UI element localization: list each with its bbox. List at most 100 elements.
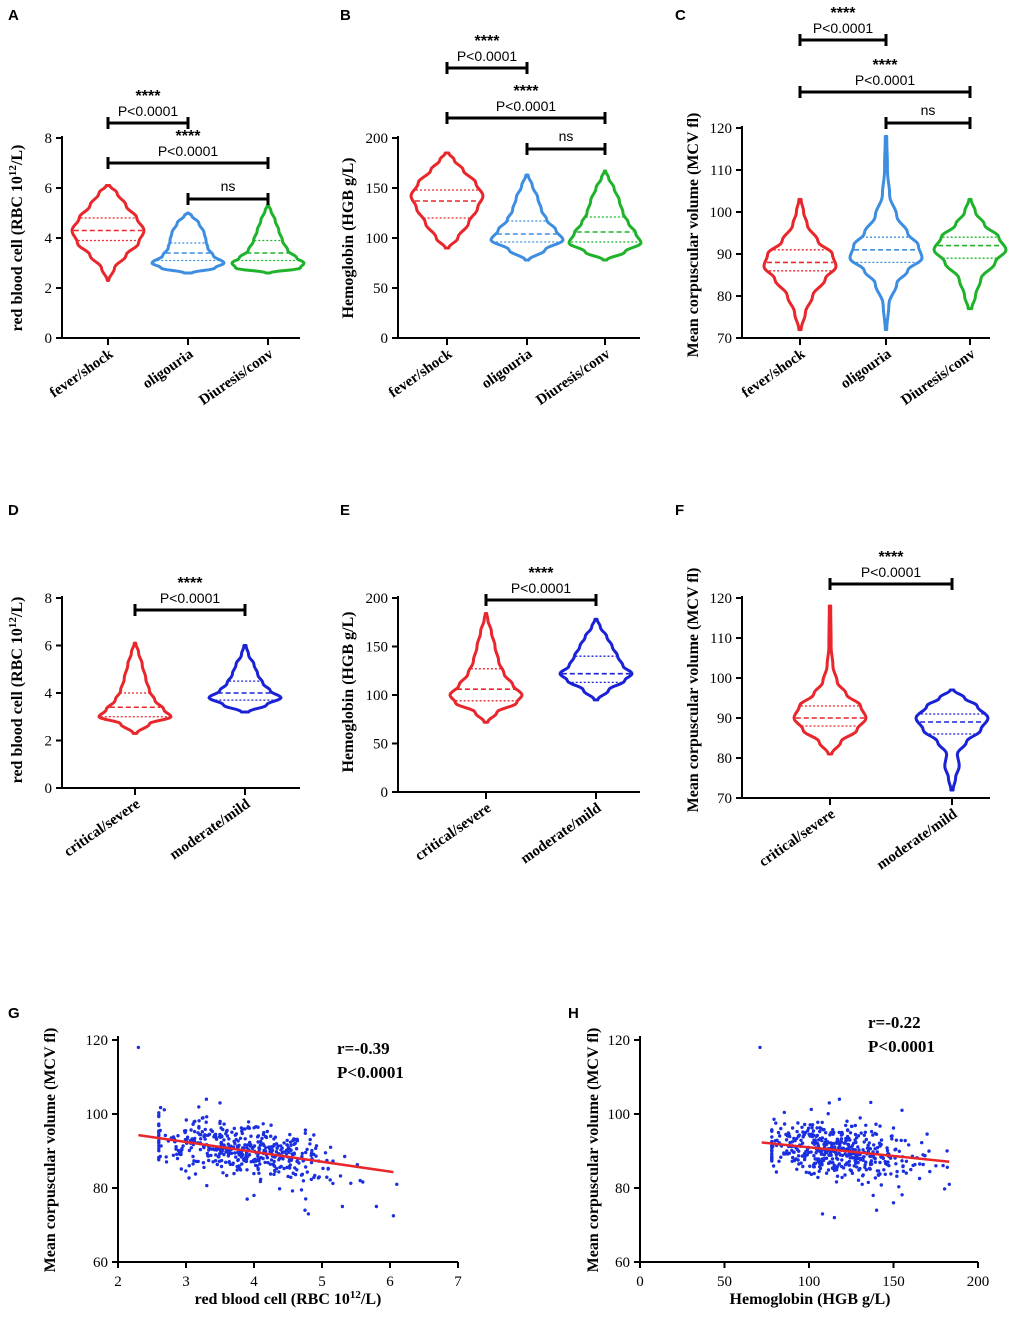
- scatter-point: [773, 1139, 777, 1143]
- scatter-point: [184, 1169, 188, 1173]
- scatter-point: [323, 1151, 328, 1155]
- scatter-point: [277, 1187, 282, 1191]
- scatter-point: [824, 1131, 828, 1135]
- y-tick-label: 120: [710, 591, 733, 607]
- scatter-point: [885, 1148, 890, 1153]
- violin: [762, 197, 838, 332]
- scatter-point: [832, 1165, 836, 1170]
- scatter-point: [171, 1153, 176, 1158]
- scatter-point: [194, 1159, 198, 1164]
- scatter-point: [214, 1153, 218, 1157]
- scatter-point: [869, 1100, 873, 1105]
- scatter-point: [164, 1155, 168, 1159]
- y-axis-label: Hemoglobin (HGB g/L): [340, 612, 357, 773]
- scatter-point: [202, 1165, 206, 1170]
- scatter-point: [187, 1148, 192, 1153]
- scatter-point: [262, 1130, 266, 1135]
- panel-h: H 60 80 100 120 0 50 100 150 200 Mean corpuscular …: [568, 1005, 989, 1308]
- scatter-point: [777, 1159, 781, 1164]
- panel-d: D 0 2 4 6 8 red blood cell (RBC 1012/L) critica…: [7, 502, 300, 863]
- scatter-point: [289, 1148, 293, 1153]
- scatter-point: [874, 1132, 879, 1137]
- scatter-point: [846, 1128, 850, 1133]
- scatter-point: [300, 1151, 304, 1156]
- scatter-point: [275, 1146, 279, 1150]
- scatter-point: [391, 1214, 396, 1218]
- scatter-point: [845, 1134, 850, 1139]
- scatter-point: [288, 1166, 292, 1170]
- scatter-point: [843, 1141, 847, 1145]
- scatter-point: [242, 1158, 246, 1163]
- sig-ns: ns: [221, 178, 236, 194]
- y-tick-label: 120: [608, 1033, 631, 1049]
- scatter-point: [895, 1169, 899, 1174]
- scatter-point: [285, 1143, 289, 1147]
- sig-stars: ****: [873, 57, 899, 74]
- scatter-point: [295, 1168, 299, 1172]
- scatter-point: [782, 1122, 787, 1126]
- scatter-point: [837, 1097, 842, 1101]
- scatter-point: [816, 1175, 820, 1180]
- scatter-point: [217, 1159, 222, 1164]
- scatter-point: [816, 1157, 821, 1161]
- y-tick-label: 70: [717, 791, 732, 807]
- sig-p-value: P<0.0001: [160, 590, 221, 606]
- scatter-point: [240, 1162, 244, 1166]
- scatter-point: [309, 1160, 314, 1165]
- scatter-point: [812, 1154, 816, 1158]
- scatter-point: [204, 1097, 209, 1101]
- scatter-point: [808, 1123, 812, 1127]
- scatter-point: [312, 1133, 316, 1137]
- scatter-point: [229, 1151, 234, 1156]
- x-tick-label: 4: [250, 1274, 258, 1290]
- scatter-point: [847, 1145, 851, 1149]
- scatter-point: [263, 1149, 268, 1154]
- scatter-point: [325, 1175, 329, 1179]
- scatter-point: [816, 1120, 820, 1125]
- x-category-label: oligouria: [479, 346, 536, 392]
- scatter-point: [808, 1164, 812, 1168]
- scatter-point: [279, 1164, 283, 1169]
- scatter-point: [890, 1137, 894, 1141]
- scatter-point: [180, 1148, 184, 1152]
- scatter-point: [157, 1123, 161, 1128]
- scatter-point: [861, 1173, 865, 1177]
- scatter-point: [314, 1154, 318, 1158]
- scatter-point: [770, 1155, 774, 1159]
- scatter-point: [866, 1180, 870, 1185]
- scatter-point: [820, 1120, 824, 1125]
- scatter-point: [214, 1137, 219, 1141]
- sig-p-value: P<0.0001: [158, 143, 219, 159]
- scatter-point: [299, 1173, 304, 1177]
- x-tick-label: 100: [798, 1274, 821, 1290]
- scatter-point: [293, 1137, 297, 1142]
- scatter-point: [864, 1160, 868, 1164]
- scatter-point: [853, 1123, 857, 1128]
- sig-stars: ****: [879, 549, 905, 566]
- scatter-point: [256, 1125, 260, 1129]
- scatter-point: [785, 1149, 789, 1153]
- y-tick-label: 2: [45, 734, 53, 750]
- sig-p-value: P<0.0001: [813, 20, 874, 36]
- y-tick-label: 4: [45, 686, 53, 702]
- scatter-point: [822, 1153, 826, 1157]
- scatter-point: [835, 1174, 840, 1178]
- scatter-point: [832, 1215, 837, 1220]
- scatter-point: [874, 1122, 878, 1126]
- y-tick-label: 0: [45, 781, 53, 797]
- scatter-point: [227, 1137, 231, 1141]
- scatter-point: [224, 1160, 228, 1165]
- y-tick-label: 8: [45, 131, 53, 147]
- scatter-point: [269, 1158, 274, 1162]
- scatter-point: [795, 1167, 799, 1172]
- scatter-point: [292, 1151, 296, 1155]
- sig-stars: ****: [831, 5, 857, 22]
- scatter-point: [289, 1175, 293, 1180]
- scatter-point: [802, 1132, 807, 1137]
- scatter-point: [889, 1172, 893, 1176]
- scatter-point: [848, 1168, 852, 1172]
- scatter-point: [303, 1208, 307, 1212]
- panel-letter: G: [8, 1005, 20, 1022]
- scatter-point: [810, 1123, 815, 1127]
- scatter-point: [304, 1197, 308, 1201]
